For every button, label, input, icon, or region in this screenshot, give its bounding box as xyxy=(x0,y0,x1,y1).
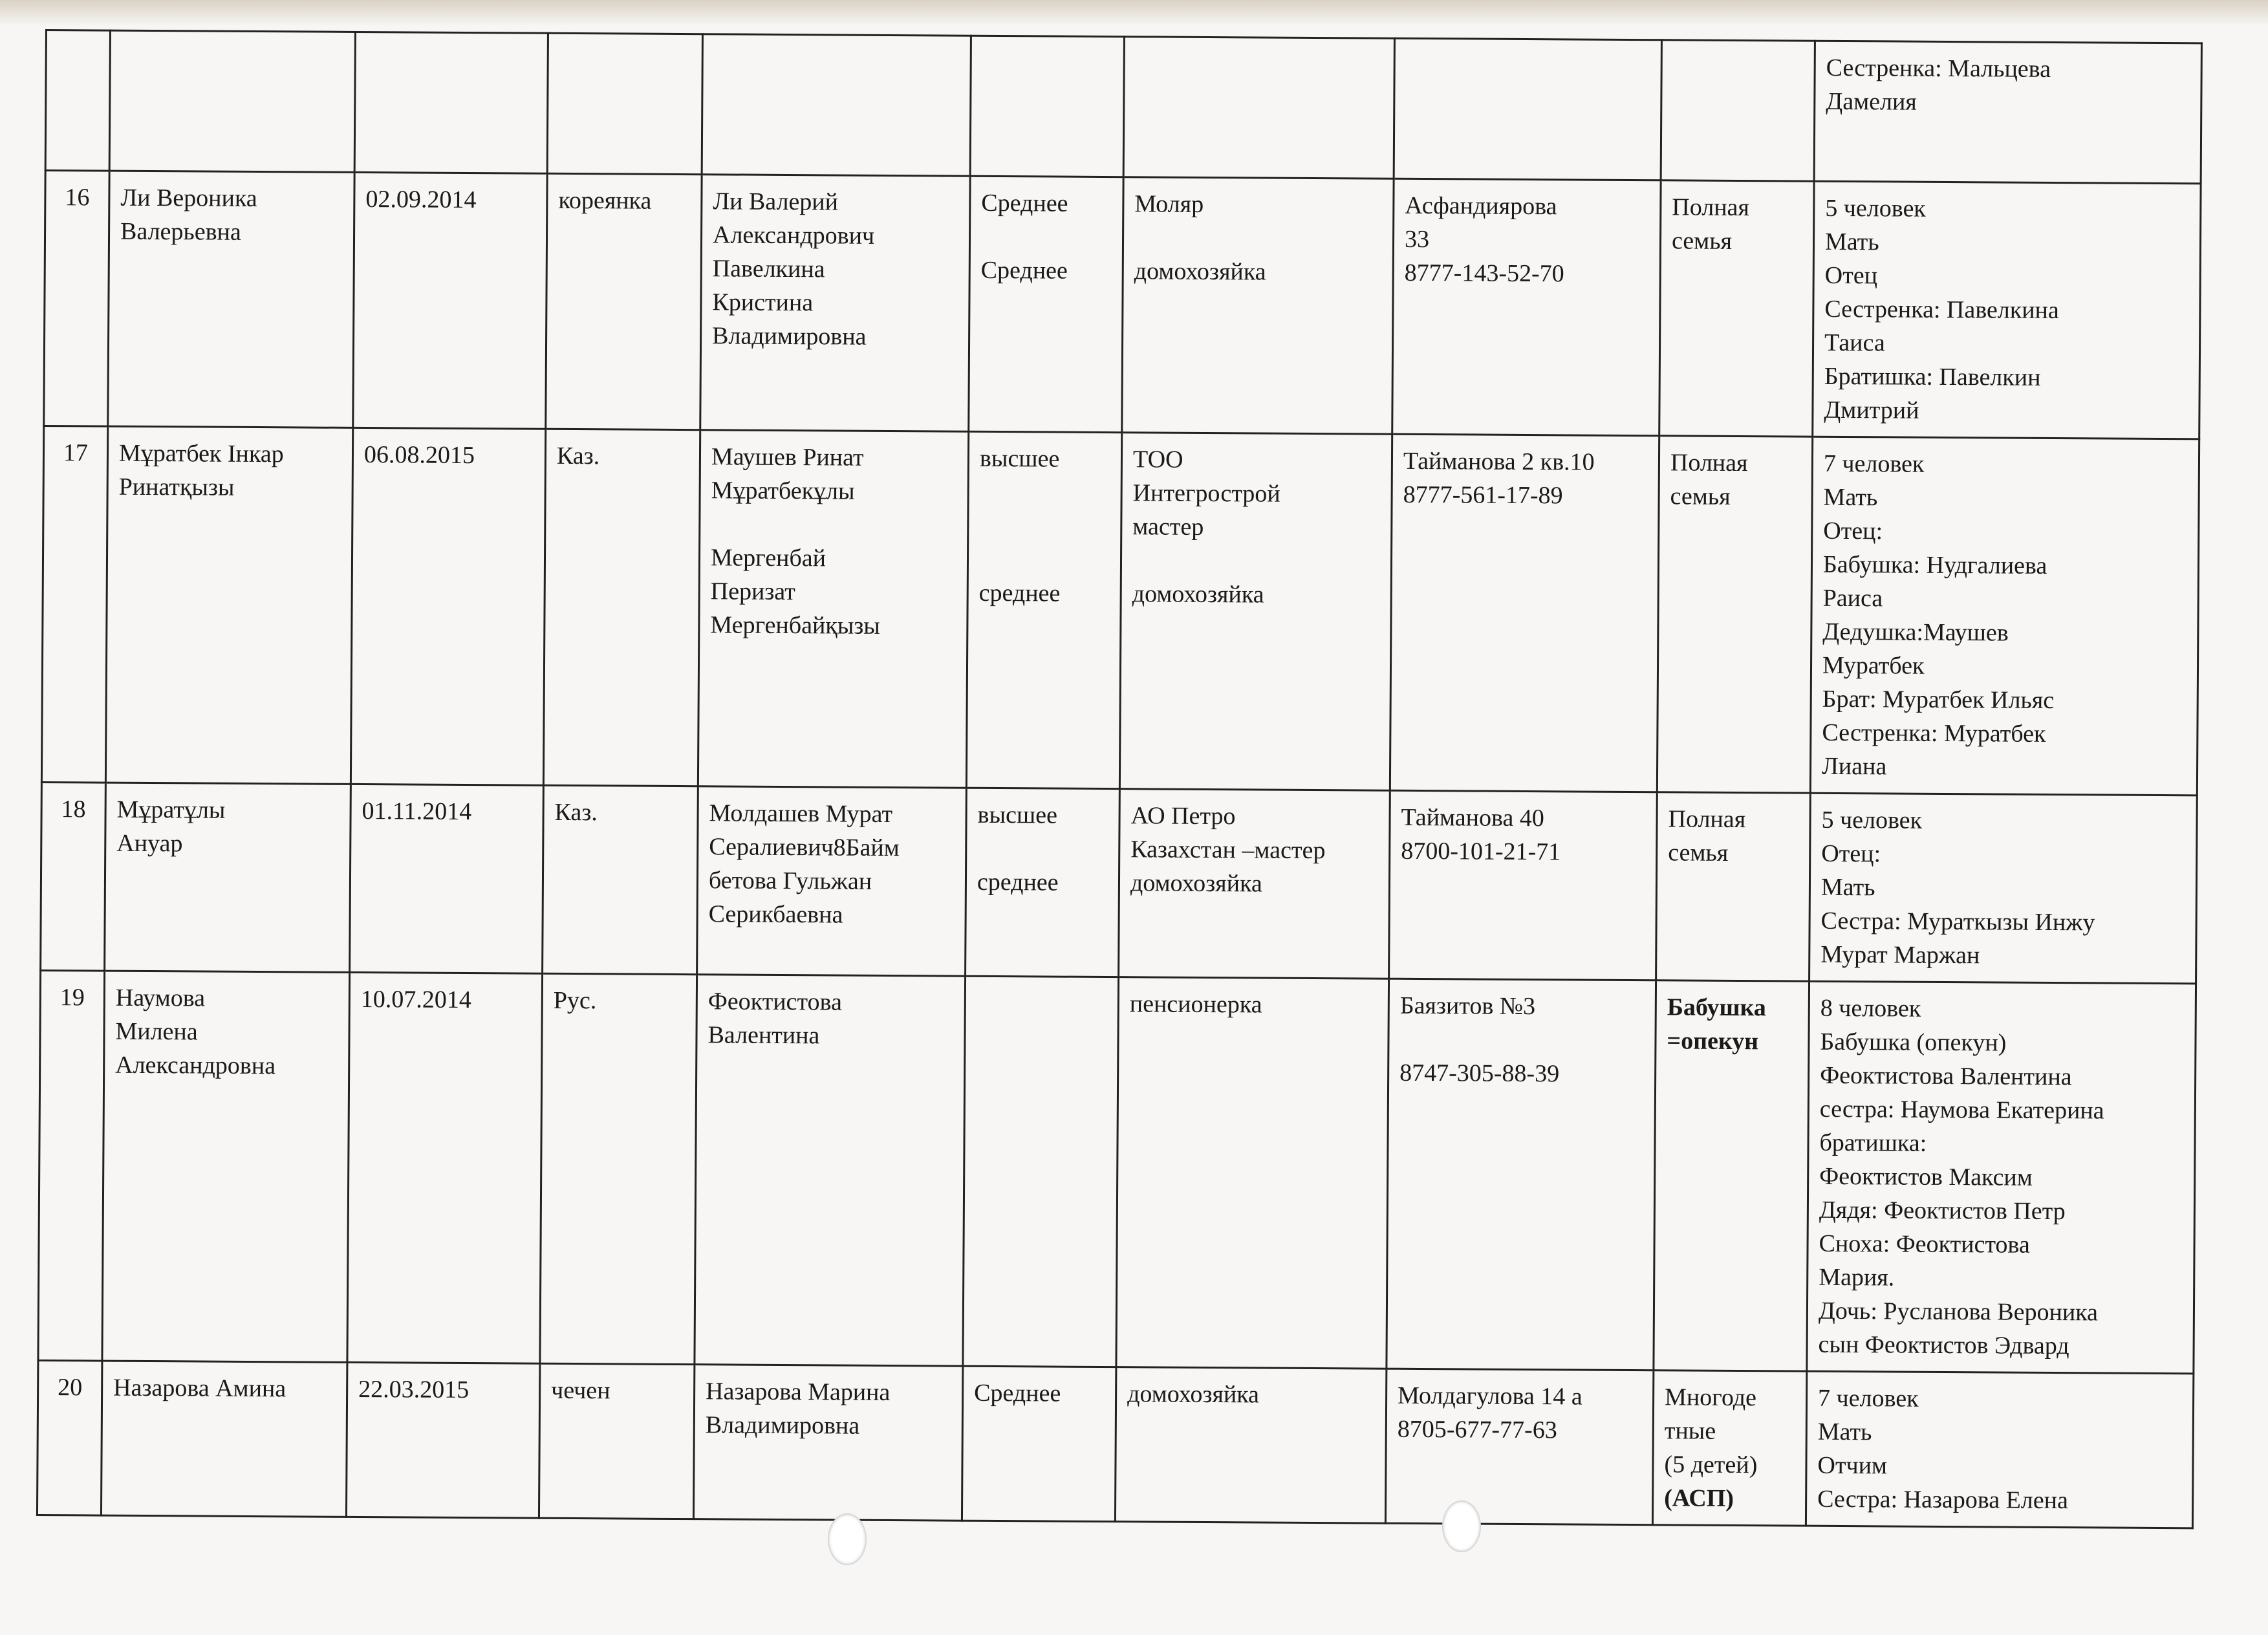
cell-family-type: Полная семья xyxy=(1657,435,1813,794)
cell-nationality: Рус. xyxy=(539,973,697,1365)
cell-family: 5 человек Отец: Мать Сестра: Мураткызы И… xyxy=(1809,793,2198,984)
table-row: 16 Ли Вероника Валерьевна 02.09.2014 кореян… xyxy=(43,170,2201,439)
cell-address: Тайманова 40 8700-101-21-71 xyxy=(1388,790,1658,980)
table-row: 20 Назарова Амина 22.03.2015 чечен Назарова … xyxy=(37,1360,2194,1528)
cell-family-type: Бабушка =опекун xyxy=(1653,980,1809,1372)
cell-work: АО Петро Казахстан –мастер домохозяйка xyxy=(1118,788,1390,979)
table-row: 17 Мұратбек Інкар Ринатқызы 06.08.2015 Каз.… xyxy=(41,426,2199,796)
cell-family-type: Полная семья xyxy=(1656,792,1811,982)
cell-dob: 02.09.2014 xyxy=(352,172,548,429)
cell-num xyxy=(45,30,111,171)
cell-family: Сестренка: Мальцева Дамелия xyxy=(1814,41,2202,184)
cell-num: 18 xyxy=(40,782,106,971)
family-type-bold-text: Бабушка =опекун xyxy=(1667,993,1767,1056)
cell-address: Молдагулова 14 а 8705-677-77-63 xyxy=(1385,1369,1654,1525)
cell-education: высшее среднее xyxy=(966,431,1122,789)
cell-nationality: чечен xyxy=(539,1363,695,1519)
cell-family-type: Полная семья xyxy=(1659,180,1815,437)
cell-name: Мұратұлы Ануар xyxy=(104,783,351,973)
cell-education: Среднее Среднее xyxy=(968,176,1124,433)
table-row: 18 Мұратұлы Ануар 01.11.2014 Каз. Молдашев М… xyxy=(40,782,2198,984)
cell-name: Мұратбек Інкар Ринатқызы xyxy=(105,426,353,785)
cell-address: Асфандиярова 33 8777-143-52-70 xyxy=(1392,179,1661,436)
cell-work: домохозяйка xyxy=(1115,1367,1387,1524)
family-type-text: Полная семья xyxy=(1670,449,1748,510)
cell-dob: 06.08.2015 xyxy=(351,428,546,786)
cell-education xyxy=(962,976,1119,1367)
cell-work: пенсионерка xyxy=(1116,977,1389,1369)
cell-family-type xyxy=(1661,39,1815,182)
family-type-bold-text: (АСП) xyxy=(1664,1484,1734,1512)
cell-education: высшее среднее xyxy=(965,788,1120,977)
cell-name: Наумова Милена Александровна xyxy=(102,971,350,1363)
family-type-text: Полная семья xyxy=(1668,805,1746,867)
cell-parents: Молдашев Мурат Сералиевич8Байм бетова Гу… xyxy=(697,786,967,977)
cell-dob: 10.07.2014 xyxy=(347,972,543,1364)
cell-dob xyxy=(354,32,548,174)
cell-num: 16 xyxy=(43,170,110,427)
students-family-table: Сестренка: Мальцева Дамелия 16 Ли Вероника… xyxy=(36,29,2203,1529)
cell-family-type: Многоде тные (5 детей) (АСП) xyxy=(1652,1370,1807,1526)
table-row: Сестренка: Мальцева Дамелия xyxy=(45,30,2202,184)
cell-name xyxy=(109,30,356,173)
family-type-text: Многоде тные (5 детей) xyxy=(1664,1383,1758,1479)
cell-work: Моляр домохозяйка xyxy=(1121,177,1394,435)
cell-address: Тайманова 2 кв.10 8777-561-17-89 xyxy=(1390,434,1659,792)
cell-num: 19 xyxy=(38,970,105,1361)
cell-work: ТОО Интегрострой мастер домохозяйка xyxy=(1119,432,1392,791)
cell-education: Среднее xyxy=(962,1366,1116,1522)
cell-name: Ли Вероника Валерьевна xyxy=(107,171,355,428)
cell-dob: 01.11.2014 xyxy=(349,784,544,974)
cell-nationality: Каз. xyxy=(543,429,700,786)
cell-family: 7 человек Мать Отчим Сестра: Назарова Ел… xyxy=(1806,1371,2194,1528)
cell-family: 8 человек Бабушка (опекун) Феоктистова В… xyxy=(1806,981,2196,1374)
table-row: 19 Наумова Милена Александровна 10.07.2014… xyxy=(38,970,2196,1374)
cell-family: 7 человек Мать Отец: Бабушка: Нудгалиева… xyxy=(1810,437,2199,796)
cell-address xyxy=(1394,38,1662,180)
cell-nationality xyxy=(547,33,703,175)
cell-dob: 22.03.2015 xyxy=(346,1362,540,1519)
cell-work xyxy=(1123,36,1395,179)
punch-hole xyxy=(1442,1500,1481,1552)
scan-edge xyxy=(0,0,2268,26)
cell-parents: Ли Валерий Александрович Павелкина Крист… xyxy=(700,174,971,432)
family-type-text: Полная семья xyxy=(1671,193,1750,255)
punch-hole xyxy=(828,1513,867,1565)
cell-nationality: кореянка xyxy=(545,173,702,430)
cell-name: Назарова Амина xyxy=(101,1361,347,1517)
cell-num: 17 xyxy=(41,426,108,783)
cell-education xyxy=(970,36,1125,177)
cell-parents: Феоктистова Валентина xyxy=(694,974,966,1367)
cell-address: Баязитов №3 8747-305-88-39 xyxy=(1386,979,1656,1370)
cell-family: 5 человек Мать Отец Сестренка: Павелкина… xyxy=(1812,181,2201,439)
cell-nationality: Каз. xyxy=(542,785,698,975)
cell-num: 20 xyxy=(37,1360,102,1516)
cell-parents: Назарова Марина Владимировна xyxy=(693,1364,963,1521)
cell-parents: Маушев Ринат Мұратбекұлы Мергенбай Периз… xyxy=(698,429,969,788)
cell-parents xyxy=(702,34,971,177)
